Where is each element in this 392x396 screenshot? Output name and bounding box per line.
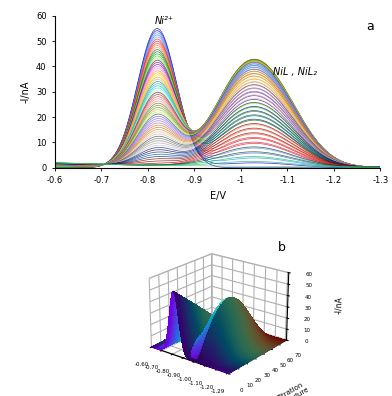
Y-axis label: -I/nA: -I/nA bbox=[20, 80, 30, 103]
Y-axis label: Titration
procedure: Titration procedure bbox=[273, 380, 310, 396]
X-axis label: E/V: E/V bbox=[210, 190, 225, 201]
Text: Ni²⁺: Ni²⁺ bbox=[155, 16, 174, 26]
Text: b: b bbox=[278, 241, 286, 254]
Text: a: a bbox=[366, 21, 374, 33]
Text: NiL , NiL₂: NiL , NiL₂ bbox=[273, 67, 318, 76]
